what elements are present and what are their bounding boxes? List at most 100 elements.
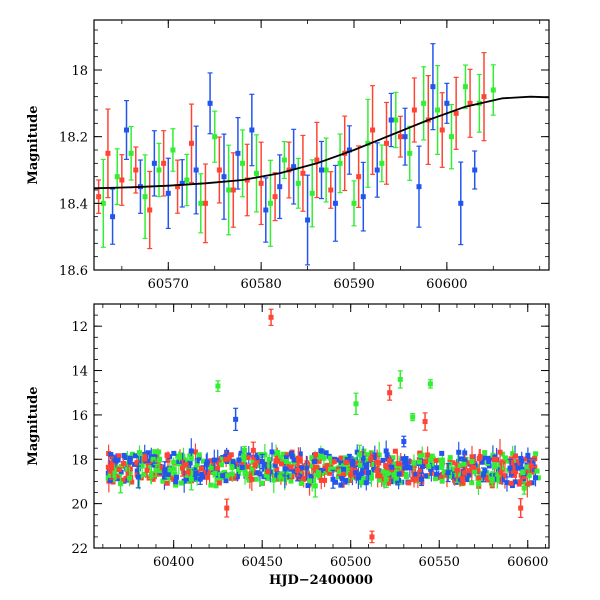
top-y-tick-label: 18 xyxy=(71,64,88,79)
top-point-series-1 xyxy=(240,160,246,166)
top-point-series-0 xyxy=(258,180,264,186)
bottom-background-point xyxy=(470,464,476,470)
bottom-background-point xyxy=(466,460,472,466)
bottom-background-point xyxy=(377,473,383,479)
bottom-background-point xyxy=(430,456,436,462)
bottom-background-point xyxy=(275,449,281,455)
bottom-point-series-1 xyxy=(419,476,425,482)
bottom-background-point xyxy=(461,461,467,467)
bottom-background-point xyxy=(393,475,399,481)
bottom-background-point xyxy=(309,463,315,469)
bottom-background-point xyxy=(330,466,336,472)
bottom-background-point xyxy=(297,473,303,479)
bottom-background-point xyxy=(152,449,158,455)
bottom-background-point xyxy=(284,473,290,479)
bottom-background-point xyxy=(469,480,475,486)
bottom-background-point xyxy=(515,459,521,465)
bottom-background-point xyxy=(172,471,178,477)
top-point-series-2 xyxy=(110,214,116,220)
bottom-background-point xyxy=(157,468,163,474)
top-point-series-1 xyxy=(226,187,232,193)
bottom-background-point xyxy=(223,478,229,484)
bottom-background-point xyxy=(164,475,170,481)
top-point-series-2 xyxy=(263,207,269,213)
bottom-background-point xyxy=(173,474,179,480)
bottom-background-point xyxy=(496,466,502,472)
bottom-point-series-2 xyxy=(454,467,460,473)
bottom-background-point xyxy=(149,471,155,477)
bottom-background-point xyxy=(327,470,333,476)
bottom-background-point xyxy=(323,450,329,456)
bottom-background-point xyxy=(120,477,126,483)
bottom-background-point xyxy=(338,460,344,466)
bottom-background-point xyxy=(152,454,158,460)
bottom-point-series-1 xyxy=(162,467,168,473)
bottom-background-point xyxy=(524,464,530,470)
bottom-background-point xyxy=(264,475,270,481)
bottom-background-point xyxy=(361,476,367,482)
top-point-series-2 xyxy=(319,167,324,173)
top-y-axis-label: Magnitude xyxy=(26,105,41,184)
bottom-background-point xyxy=(403,471,409,477)
bottom-background-point xyxy=(123,475,129,481)
bottom-background-point xyxy=(118,463,124,469)
bottom-background-point xyxy=(224,473,230,479)
bottom-background-point xyxy=(259,480,265,486)
bottom-background-point xyxy=(261,461,267,467)
bottom-y-tick-label: 22 xyxy=(71,542,88,557)
bottom-background-point xyxy=(417,450,423,456)
bottom-background-point xyxy=(196,455,202,461)
bottom-background-point xyxy=(447,461,453,467)
top-point-series-0 xyxy=(161,160,167,166)
bottom-background-point xyxy=(204,474,210,480)
bottom-background-point xyxy=(115,476,121,482)
bottom-point-series-1 xyxy=(330,476,336,482)
bottom-background-point xyxy=(173,482,179,488)
bottom-background-point xyxy=(371,466,377,472)
bottom-background-point xyxy=(341,472,347,478)
bottom-background-point xyxy=(255,458,261,464)
bottom-background-point xyxy=(533,451,539,457)
bottom-background-point xyxy=(194,458,200,464)
top-point-series-1 xyxy=(421,100,427,106)
top-point-series-2 xyxy=(444,100,450,106)
bottom-background-point xyxy=(475,468,481,474)
bottom-background-point xyxy=(157,464,163,470)
top-point-series-2 xyxy=(249,127,255,133)
top-y-tick-label: 18.4 xyxy=(59,197,88,212)
bottom-background-point xyxy=(486,459,492,465)
top-point-series-0 xyxy=(96,194,102,200)
bottom-background-point xyxy=(529,467,535,473)
bottom-background-point xyxy=(272,463,278,469)
top-point-series-2 xyxy=(235,150,241,156)
bottom-background-point xyxy=(361,448,367,454)
bottom-background-point xyxy=(417,472,423,478)
bottom-background-point xyxy=(450,460,456,466)
bottom-background-point xyxy=(402,465,408,471)
bottom-background-point xyxy=(462,458,468,464)
bottom-background-point xyxy=(200,458,206,464)
bottom-background-point xyxy=(219,456,225,462)
bottom-background-point xyxy=(142,471,148,477)
top-point-series-2 xyxy=(151,160,157,166)
bottom-background-point xyxy=(138,455,144,461)
bottom-background-point xyxy=(535,475,541,481)
bottom-background-point xyxy=(171,466,177,472)
bottom-background-point xyxy=(508,480,514,486)
bottom-background-point xyxy=(505,458,511,464)
bottom-point-series-2 xyxy=(518,505,524,511)
bottom-background-point xyxy=(340,464,346,470)
top-point-series-0 xyxy=(384,140,389,146)
bottom-background-point xyxy=(213,483,219,489)
bottom-background-point xyxy=(107,477,113,483)
bottom-background-point xyxy=(289,454,295,460)
top-point-series-1 xyxy=(462,84,468,90)
bottom-background-point xyxy=(482,468,488,474)
bottom-background-point xyxy=(239,464,245,470)
bottom-background-point xyxy=(338,455,344,461)
bottom-y-tick-label: 12 xyxy=(71,320,88,335)
bottom-background-point xyxy=(142,456,148,462)
bottom-background-point xyxy=(451,466,457,472)
bottom-background-point xyxy=(486,463,492,469)
bottom-background-point xyxy=(325,467,331,473)
